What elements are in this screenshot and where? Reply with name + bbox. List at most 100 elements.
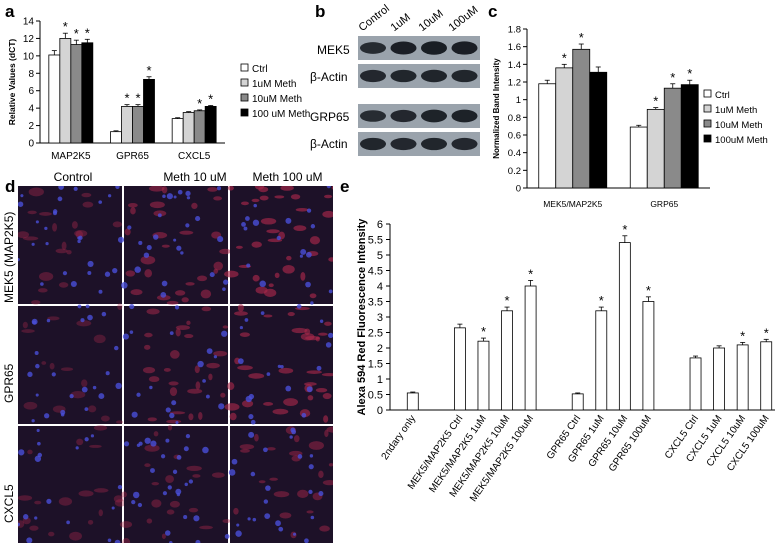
micrograph-nucleus	[195, 539, 201, 543]
micrograph-red-signal	[192, 474, 201, 478]
micrograph-nucleus	[252, 219, 260, 226]
micrograph-nucleus	[164, 530, 171, 536]
micrograph-red-signal	[144, 444, 160, 452]
chart-e-bar	[454, 327, 466, 411]
micro-row-gpr65: GPR65	[2, 363, 16, 403]
micrograph-nucleus	[184, 482, 188, 487]
blot-band	[451, 69, 478, 83]
micrograph-red-signal	[224, 403, 240, 411]
chart-e-ytick-label: 3.5	[368, 297, 383, 309]
micrograph-red-signal	[144, 463, 151, 467]
micrograph-red-signal	[60, 367, 74, 371]
micrograph-red-signal	[27, 449, 33, 455]
micrograph-nucleus	[231, 458, 238, 465]
chart-c-ytick-label: 1.2	[508, 78, 521, 89]
micrograph-nucleus	[44, 226, 48, 231]
micrograph-nucleus	[98, 200, 103, 204]
chart-c-bar	[589, 71, 608, 189]
micrograph-red-signal	[227, 382, 235, 391]
micrograph-nucleus	[127, 225, 132, 230]
micrograph-nucleus	[26, 537, 33, 543]
chart-e-ytick-label: 4	[377, 281, 383, 293]
micrograph-red-signal	[130, 207, 136, 215]
micrograph-nucleus	[300, 248, 307, 255]
micrograph-nucleus	[209, 272, 215, 278]
chart-c-legend-label: 1uM Meth	[715, 105, 757, 116]
chart-a-ytick-label: 2	[28, 121, 34, 132]
micrograph-red-signal	[213, 196, 223, 201]
blot-label-grp65: GRP65	[310, 110, 350, 124]
micrograph-nucleus	[245, 216, 250, 221]
micrograph-red-signal	[18, 520, 25, 528]
micrograph-nucleus	[278, 526, 284, 532]
micrograph-nucleus	[81, 386, 88, 393]
micrograph-nucleus	[218, 403, 225, 410]
micrograph-nucleus	[84, 407, 89, 412]
micrograph-nucleus	[104, 271, 111, 277]
micrograph-red-signal	[161, 186, 168, 194]
micrograph-red-signal	[29, 525, 39, 531]
chart-a-sig-mark: *	[146, 63, 151, 78]
chart-e-bar	[501, 310, 513, 411]
chart-e-ytick-label: 4.5	[368, 266, 383, 278]
chart-c-category-label: GRP65	[650, 199, 678, 209]
micrograph-red-signal	[315, 387, 328, 393]
micrograph-nucleus	[85, 304, 90, 309]
micrograph-red-signal	[148, 376, 160, 383]
chart-a-bar	[204, 106, 217, 144]
micrograph-nucleus	[213, 355, 218, 359]
blot-band	[390, 41, 417, 55]
chart-c-bar	[629, 126, 648, 189]
micrograph-nucleus	[123, 441, 130, 447]
micrograph-nucleus	[326, 186, 331, 189]
chart-a: 0 2 4 6 8 10 12 14 Relative Values (dCT) * * * MAP2K…	[7, 17, 310, 163]
chart-a-category-label: GPR65	[116, 151, 149, 162]
micrograph-nucleus	[87, 314, 93, 321]
micrograph-nucleus	[46, 318, 51, 323]
chart-c-bar	[646, 108, 665, 189]
micrograph-red-signal	[213, 350, 228, 357]
micrograph-nucleus	[264, 513, 271, 520]
micrograph-nucleus	[34, 350, 39, 355]
chart-c-ytick-label: 0.4	[508, 148, 521, 159]
micrograph-nucleus	[195, 216, 201, 222]
blot-strips	[358, 36, 480, 156]
micrograph-nucleus	[277, 364, 282, 369]
panel-letter-b: b	[315, 2, 326, 21]
micrograph-red-signal	[78, 490, 94, 497]
micrograph-nucleus	[185, 223, 190, 228]
micrograph-nucleus	[183, 446, 189, 452]
micrograph-nucleus	[149, 385, 153, 390]
micrograph-nucleus	[245, 395, 252, 403]
micrograph-nucleus	[171, 400, 177, 406]
micrograph-red-signal	[58, 497, 73, 506]
micrograph-red-signal	[252, 274, 260, 282]
micrograph-nucleus	[108, 194, 112, 198]
micrograph-nucleus	[90, 434, 95, 438]
chart-e-ytick-label: 2	[377, 343, 383, 355]
micrograph-nucleus	[117, 484, 123, 490]
chart-c-ytick-label: 0	[516, 184, 521, 195]
chart-c-bar	[572, 48, 591, 189]
micrograph-red-signal	[166, 419, 182, 424]
micrograph-nucleus	[75, 446, 79, 450]
micrograph-red-signal	[322, 480, 333, 486]
micrograph-red-signal	[197, 275, 208, 282]
micrograph-red-signal	[130, 289, 143, 296]
micrograph-red-signal	[219, 248, 232, 255]
chart-c-ytick-label: 1.4	[508, 60, 521, 71]
chart-e-ytick-label: 2.5	[368, 328, 383, 340]
micrograph-nucleus	[150, 440, 157, 447]
micrograph-red-signal	[34, 500, 42, 505]
micrograph-red-signal	[93, 488, 109, 493]
micrograph-red-signal	[273, 491, 290, 498]
micrograph-nucleus	[107, 538, 112, 543]
micrograph-red-signal	[186, 320, 191, 325]
chart-c-legend-label: 100uM Meth	[715, 135, 768, 146]
micrograph-nucleus	[31, 419, 35, 423]
blot-band	[390, 137, 417, 151]
micrograph-red-signal	[222, 519, 231, 524]
micrograph-red-signal	[239, 332, 250, 337]
micrograph-nucleus	[92, 385, 97, 390]
micrograph-red-signal	[27, 210, 37, 215]
